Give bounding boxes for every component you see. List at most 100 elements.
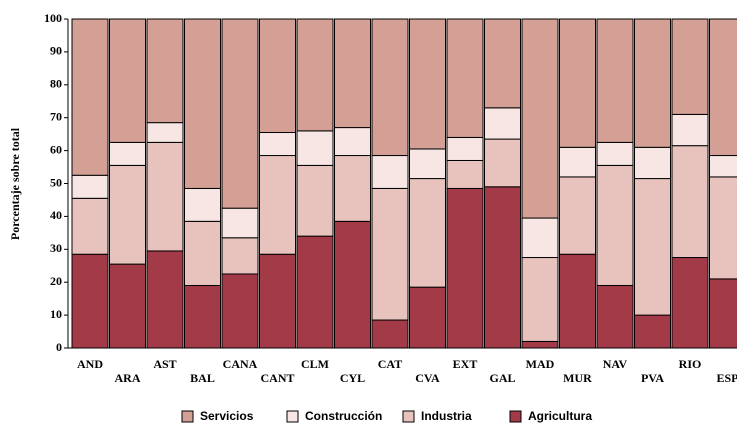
bar-segment [146, 18, 184, 124]
bar-segment [484, 186, 521, 349]
y-tick-label: 80 [50, 77, 62, 91]
y-tick-label: 60 [50, 142, 62, 156]
bar-segment [259, 155, 296, 255]
bar-segment [221, 273, 259, 349]
bar-segment [334, 155, 371, 222]
bar-segment [409, 286, 446, 349]
bar-segment [596, 284, 634, 349]
bar-segment [296, 235, 334, 349]
bar-segment [184, 284, 221, 349]
legend-swatch [402, 410, 415, 423]
bar-segment [521, 217, 559, 259]
y-tick-label: 20 [50, 274, 62, 288]
bar-segment [671, 257, 709, 349]
bar-segment [184, 18, 221, 189]
bar-segment [221, 237, 259, 275]
y-tick-label: 90 [50, 44, 62, 58]
bar-segment [146, 122, 184, 143]
bar-segment [184, 220, 221, 286]
y-axis-label: Porcentaje sobre total [8, 127, 22, 240]
x-tick-label: RIO [679, 357, 702, 371]
x-tick-label: CLM [301, 357, 329, 371]
legend-label: Agricultura [528, 409, 592, 423]
x-tick-label: PVA [641, 371, 664, 385]
bar-segment [259, 18, 296, 134]
bar-segment [109, 18, 146, 143]
bar-segment [296, 130, 334, 166]
bar-segment [484, 138, 521, 188]
x-tick-label: CYL [340, 371, 365, 385]
x-tick-label: ARA [115, 371, 141, 385]
bar-segment [634, 178, 671, 316]
bar-segment [71, 253, 109, 349]
x-tick-label: CAT [378, 357, 402, 371]
y-tick-label: 70 [50, 109, 62, 123]
bar-segment [409, 148, 446, 180]
x-tick-label: AST [153, 357, 176, 371]
legend-swatch [509, 410, 522, 423]
bar-segment [671, 113, 709, 147]
legend-swatch [181, 410, 194, 423]
bar-segment [184, 187, 221, 222]
bar-segment [296, 18, 334, 132]
x-tick-label: MUR [563, 371, 592, 385]
bar-segment [484, 107, 521, 140]
bar-segment [221, 207, 259, 239]
bar-segment [71, 197, 109, 255]
bar-segment [484, 18, 521, 109]
x-tick-label: BAL [190, 371, 215, 385]
bar-segment [596, 141, 634, 166]
bar-segment [634, 146, 671, 180]
bar-segment [71, 18, 109, 176]
y-tick-label: 10 [50, 307, 62, 321]
legend-swatch [286, 410, 299, 423]
x-tick-label: CANA [223, 357, 258, 371]
bar-segment [559, 253, 596, 349]
bar-segment [409, 18, 446, 150]
bar-segment [446, 136, 484, 161]
x-tick-label: ESP [716, 371, 737, 385]
legend-label: Construcción [305, 409, 382, 423]
bar-segment [259, 132, 296, 157]
bar-segment [709, 155, 737, 178]
bar-segment [371, 155, 409, 189]
bar-segment [371, 18, 409, 157]
bar-segment [334, 127, 371, 157]
bar-segment [146, 141, 184, 252]
x-tick-label: MAD [526, 357, 555, 371]
bar-segment [634, 18, 671, 148]
bar-segment [559, 18, 596, 148]
bar-segment [596, 164, 634, 286]
bar-segment [634, 314, 671, 349]
bar-segment [671, 18, 709, 115]
y-tick-label: 0 [56, 340, 62, 354]
bar-segment [521, 18, 559, 219]
bar-segment [596, 18, 634, 143]
bar-segment [446, 159, 484, 189]
x-tick-label: AND [77, 357, 103, 371]
x-tick-label: CANT [260, 371, 294, 385]
bar-segment [709, 18, 737, 157]
bar-segment [371, 187, 409, 321]
bar-segment [709, 278, 737, 349]
x-tick-label: EXT [453, 357, 478, 371]
y-tick-label: 40 [50, 208, 62, 222]
legend-label: Servicios [200, 409, 254, 423]
bar-segment [446, 187, 484, 349]
legend-label: Industria [421, 409, 472, 423]
bar-segment [334, 18, 371, 129]
bar-segment [559, 146, 596, 178]
bar-segment [109, 141, 146, 166]
bar-segment [521, 340, 559, 349]
y-tick-label: 50 [50, 175, 62, 189]
bar-segment [146, 250, 184, 349]
bar-segment [71, 174, 109, 199]
x-tick-label: NAV [603, 357, 628, 371]
bar-segment [709, 176, 737, 280]
bar-segment [221, 18, 259, 209]
bar-segment [559, 176, 596, 255]
bar-segment [409, 178, 446, 288]
x-tick-label: CVA [415, 371, 440, 385]
